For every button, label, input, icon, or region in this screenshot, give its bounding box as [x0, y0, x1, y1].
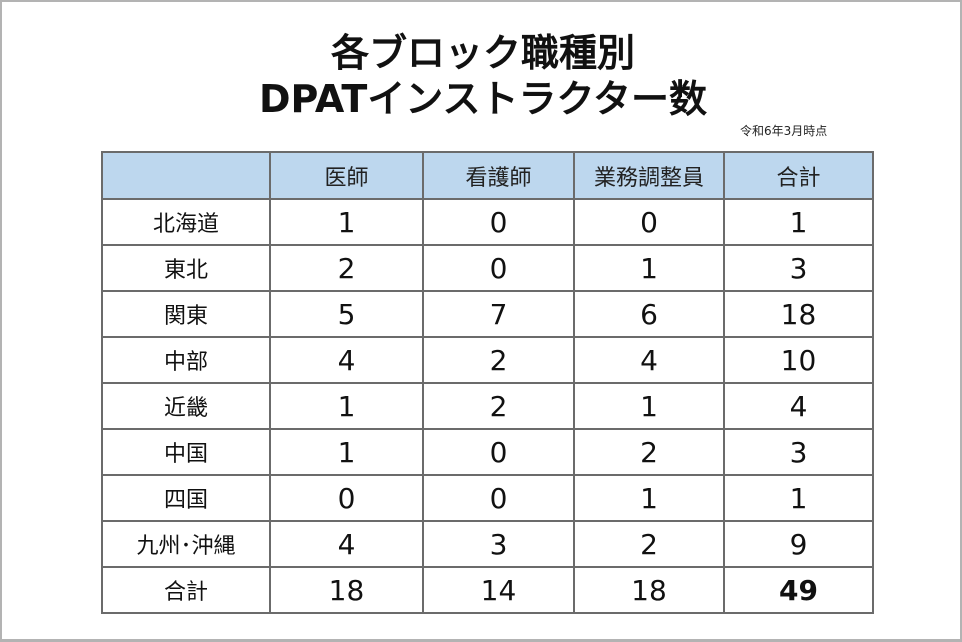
nurse-cell: 0 [422, 474, 575, 522]
title-line-2: DPATインストラクター数 [258, 77, 707, 121]
total-cell: 1 [723, 474, 874, 522]
nurse-cell: 2 [422, 382, 575, 430]
region-cell: 中国 [101, 428, 271, 476]
doctor-cell: 4 [269, 520, 424, 568]
total-cell: 18 [723, 290, 874, 338]
table-row: 九州･沖縄 4 3 2 9 [101, 520, 874, 568]
coordinator-cell: 1 [573, 244, 725, 292]
total-label: 合計 [101, 566, 271, 614]
doctor-cell: 5 [269, 290, 424, 338]
total-cell: 1 [723, 198, 874, 246]
total-cell: 4 [723, 382, 874, 430]
doctor-cell: 1 [269, 382, 424, 430]
header-row: 医師 看護師 業務調整員 合計 [101, 151, 874, 200]
instructor-count-table: 医師 看護師 業務調整員 合計 北海道 1 0 0 1 東北 2 0 1 3 [101, 151, 874, 614]
doctor-cell: 0 [269, 474, 424, 522]
region-cell: 中部 [101, 336, 271, 384]
doctor-cell: 4 [269, 336, 424, 384]
as-of-date: 令和6年3月時点 [740, 124, 828, 138]
doctor-cell: 1 [269, 428, 424, 476]
table-row: 東北 2 0 1 3 [101, 244, 874, 292]
header-total: 合計 [723, 151, 874, 200]
total-cell: 10 [723, 336, 874, 384]
coordinator-total: 18 [573, 566, 725, 614]
table-row: 四国 0 0 1 1 [101, 474, 874, 522]
total-cell: 3 [723, 244, 874, 292]
header-empty [101, 151, 271, 200]
coordinator-cell: 0 [573, 198, 725, 246]
total-row: 合計 18 14 18 49 [101, 566, 874, 614]
nurse-cell: 2 [422, 336, 575, 384]
nurse-cell: 3 [422, 520, 575, 568]
table-row: 関東 5 7 6 18 [101, 290, 874, 338]
table-row: 中国 1 0 2 3 [101, 428, 874, 476]
table-row: 北海道 1 0 0 1 [101, 198, 874, 246]
table-row: 中部 4 2 4 10 [101, 336, 874, 384]
total-cell: 3 [723, 428, 874, 476]
coordinator-cell: 1 [573, 382, 725, 430]
region-cell: 関東 [101, 290, 271, 338]
coordinator-cell: 2 [573, 520, 725, 568]
nurse-cell: 7 [422, 290, 575, 338]
nurse-cell: 0 [422, 244, 575, 292]
region-cell: 四国 [101, 474, 271, 522]
doctor-cell: 2 [269, 244, 424, 292]
coordinator-cell: 1 [573, 474, 725, 522]
grand-total: 49 [723, 566, 874, 614]
header-doctor: 医師 [269, 151, 424, 200]
coordinator-cell: 4 [573, 336, 725, 384]
region-cell: 東北 [101, 244, 271, 292]
table-row: 近畿 1 2 1 4 [101, 382, 874, 430]
nurse-total: 14 [422, 566, 575, 614]
doctor-total: 18 [269, 566, 424, 614]
header-nurse: 看護師 [422, 151, 575, 200]
region-cell: 北海道 [101, 198, 271, 246]
total-cell: 9 [723, 520, 874, 568]
header-coordinator: 業務調整員 [573, 151, 725, 200]
nurse-cell: 0 [422, 428, 575, 476]
region-cell: 近畿 [101, 382, 271, 430]
title-line-1: 各ブロック職種別 [330, 31, 635, 75]
region-cell: 九州･沖縄 [101, 520, 271, 568]
coordinator-cell: 2 [573, 428, 725, 476]
nurse-cell: 0 [422, 198, 575, 246]
doctor-cell: 1 [269, 198, 424, 246]
coordinator-cell: 6 [573, 290, 725, 338]
